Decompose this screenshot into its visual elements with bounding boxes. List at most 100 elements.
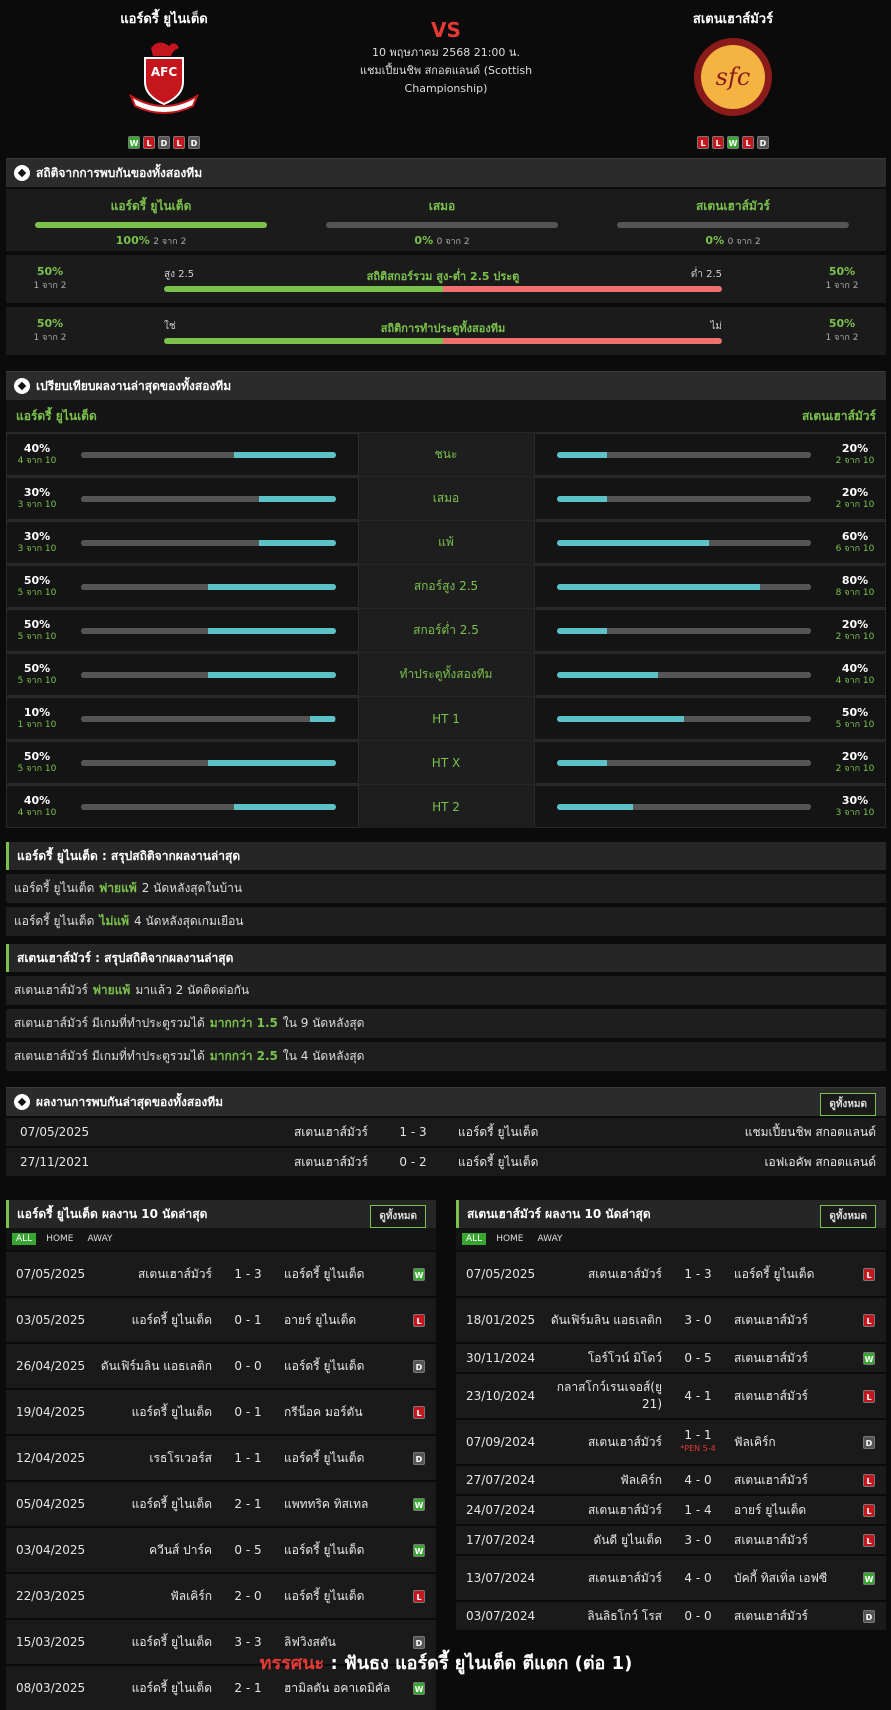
tab-home[interactable]: HOME	[496, 1234, 524, 1244]
match-home: ควีนส์ ปาร์ค	[149, 1542, 212, 1557]
match-row[interactable]: 19/04/2025 แอร์ดรี้ ยูไนเต็ด 0 - 1 กรีน็อค …	[6, 1390, 436, 1434]
summary-highlight: ไม่แพ้	[99, 914, 129, 928]
ou-bar-over	[164, 286, 443, 292]
result-cell: L	[854, 1533, 884, 1547]
match-row[interactable]: 07/05/2025 สเตนเฮาส์มัวร์ 1 - 3 แอร์ดรี้ ยู…	[456, 1252, 886, 1296]
form-badge: L	[143, 136, 155, 149]
compare-home-bar-fill	[310, 715, 336, 722]
summary-pre: สเตนเฮาส์มัวร์	[14, 983, 89, 997]
headtohead-row[interactable]: 07/05/2025 สเตนเฮาส์มัวร์ 1 - 3 แอร์ดรี้ ยู…	[6, 1118, 886, 1146]
match-date: 03/07/2024	[466, 1609, 536, 1623]
match-score: 3 - 0	[684, 1313, 712, 1327]
match-row[interactable]: 24/07/2024 สเตนเฮาส์มัวร์ 1 - 4 อายร์ ยูไนเ…	[456, 1496, 886, 1524]
compare-away-sub: 3 จาก 10	[835, 807, 875, 818]
result-badge: D	[413, 1451, 425, 1465]
tab-away[interactable]: AWAY	[537, 1234, 563, 1244]
match-row[interactable]: 03/07/2024 ลินลิธโกว์ โรส 0 - 0 สเตนเฮาส์มั…	[456, 1602, 886, 1630]
match-row[interactable]: 27/07/2024 ฟัลเคิร์ก 4 - 0 สเตนเฮาส์มัวร์ L	[456, 1466, 886, 1494]
form-badge: W	[727, 136, 739, 149]
compare-home-bar-rest	[81, 759, 209, 766]
home-last-rows: 07/05/2025 สเตนเฮาส์มัวร์ 1 - 3 แอร์ดรี้ ยู…	[6, 1252, 436, 1710]
away-last-title: สเตนเฮาส์มัวร์ ผลงาน 10 นัดล่าสุด ดูทั้ง…	[456, 1200, 886, 1228]
compare-away-sub: 5 จาก 10	[835, 719, 875, 730]
summary-highlight: มากกว่า 1.5	[209, 1016, 278, 1030]
compare-away-side: 20% 2 จาก 10	[533, 433, 886, 476]
match-away: อายร์ ยูไนเต็ด	[284, 1312, 357, 1327]
compare-away-bar	[556, 715, 811, 722]
summary-row: สเตนเฮาส์มัวร์ มีเกมที่ทำประตูรวมได้ มากก…	[6, 1042, 886, 1071]
match-score-cell: 3 - 0	[662, 1533, 734, 1547]
tab-away[interactable]: AWAY	[87, 1234, 113, 1244]
compare-home-bar-rest	[81, 539, 260, 546]
match-competition: แชมเปี้ยนชิพ สกอตแลนด์ (Scottish Champio…	[359, 64, 533, 95]
match-score: 2 - 1	[234, 1681, 262, 1695]
tab-home[interactable]: HOME	[46, 1234, 74, 1244]
view-all-button[interactable]: ดูทั้งหมด	[820, 1093, 876, 1116]
result-badge: W	[863, 1351, 875, 1365]
match-date: 30/11/2024	[466, 1351, 536, 1365]
match-date: 03/05/2025	[16, 1313, 86, 1327]
result-badge: D	[413, 1359, 425, 1373]
match-home: ฟัลเคิร์ก	[170, 1588, 212, 1603]
tab-all[interactable]: ALL	[12, 1233, 37, 1245]
compare-home-side: 40% 4 จาก 10	[6, 433, 359, 476]
match-score: 0 - 0	[234, 1359, 262, 1373]
compare-away-bar-rest	[607, 451, 811, 458]
ou-title: สถิติสกอร์รวม สูง-ต่ำ 2.5 ประตู	[366, 270, 520, 283]
compare-row: 30% 3 จาก 10 แพ้ 60% 6 จาก 10	[6, 520, 886, 564]
match-row[interactable]: 17/07/2024 ดันดี ยูไนเต็ด 3 - 0 สเตนเฮาส์มั…	[456, 1526, 886, 1554]
away-team[interactable]: สเตนเฮาส์มัวร์ sfc L L W L D	[633, 8, 833, 149]
compare-away-side: 20% 2 จาก 10	[533, 741, 886, 784]
headtohead-row[interactable]: 27/11/2021 สเตนเฮาส์มัวร์ 0 - 2 แอร์ดรี้ ยู…	[6, 1148, 886, 1176]
match-row[interactable]: 30/11/2024 โอร์โวน์ มิโดว์ 0 - 5 สเตนเฮาส์ม…	[456, 1344, 886, 1372]
compare-home-bar	[81, 715, 336, 722]
match-score-cell: 1 - 1	[212, 1451, 284, 1465]
match-score: 0 - 5	[234, 1543, 262, 1557]
home-team-name: แอร์ดรี้ ยูไนเต็ด	[120, 12, 208, 27]
compare-home-bar	[81, 627, 336, 634]
view-all-button[interactable]: ดูทั้งหมด	[820, 1205, 876, 1228]
match-row[interactable]: 15/03/2025 แอร์ดรี้ ยูไนเต็ด 3 - 3 ลิฟวิงสต…	[6, 1620, 436, 1664]
compare-row: 40% 4 จาก 10 ชนะ 20% 2 จาก 10	[6, 432, 886, 476]
h2h-pct: 0%	[414, 234, 434, 247]
summary-post: ใน 4 นัดหลังสุด	[282, 1049, 365, 1063]
match-row[interactable]: 18/01/2025 ดันเฟิร์มลิน แอธเลติก 3 - 0 สเตน…	[456, 1298, 886, 1342]
summary-home-rows: แอร์ดรี้ ยูไนเต็ด พ่ายแพ้ 2 นัดหลังสุดในบ้…	[6, 874, 886, 936]
btts-bar	[164, 338, 722, 344]
btts-right-label: ไม่	[710, 321, 722, 332]
match-row[interactable]: 13/07/2024 สเตนเฮาส์มัวร์ 4 - 0 บัคกี้ ทิสเ…	[456, 1556, 886, 1600]
match-score-cell: 2 - 1	[212, 1681, 284, 1695]
compare-home-pct: 10%	[23, 705, 51, 719]
home-logo-text: AFC	[151, 65, 177, 79]
compare-home-bar-rest	[81, 583, 209, 590]
match-row[interactable]: 05/04/2025 แอร์ดรี้ ยูไนเต็ด 2 - 1 แพททริค …	[6, 1482, 436, 1526]
compare-away-bar-fill	[556, 583, 761, 590]
view-all-button[interactable]: ดูทั้งหมด	[370, 1205, 426, 1228]
match-row[interactable]: 12/04/2025 เรธโรเวอร์ส 1 - 1 แอร์ดรี้ ยูไนเ…	[6, 1436, 436, 1480]
match-center: VS 10 พฤษภาคม 2568 21:00 น. แชมเปี้ยนชิพ…	[346, 18, 546, 98]
summary-pre: แอร์ดรี้ ยูไนเต็ด	[14, 914, 95, 928]
match-score: 0 - 1	[234, 1405, 262, 1419]
match-row[interactable]: 22/03/2025 ฟัลเคิร์ก 2 - 0 แอร์ดรี้ ยูไนเต็…	[6, 1574, 436, 1618]
match-row[interactable]: 23/10/2024 กลาสโกว์เรนเจอส์(ยู 21) 4 - 1 สเ…	[456, 1374, 886, 1418]
result-badge: W	[413, 1497, 425, 1511]
match-date: 27/11/2021	[20, 1155, 90, 1169]
compare-home-side: 10% 1 จาก 10	[6, 697, 359, 740]
result-cell: L	[854, 1473, 884, 1487]
match-score: 4 - 0	[684, 1473, 712, 1487]
compare-away-sub: 2 จาก 10	[835, 763, 875, 774]
compare-away-value: 20% 2 จาก 10	[825, 618, 885, 644]
match-row[interactable]: 07/05/2025 สเตนเฮาส์มัวร์ 1 - 3 แอร์ดรี้ ยู…	[6, 1252, 436, 1296]
compare-away-bar-rest	[607, 759, 811, 766]
match-row[interactable]: 26/04/2025 ดันเฟิร์มลิน แอธเลติก 0 - 0 แอร์…	[6, 1344, 436, 1388]
match-row[interactable]: 03/05/2025 แอร์ดรี้ ยูไนเต็ด 0 - 1 อายร์ ยู…	[6, 1298, 436, 1342]
compare-away-side: 40% 4 จาก 10	[533, 653, 886, 696]
result-badge: L	[413, 1313, 425, 1327]
match-row[interactable]: 03/04/2025 ควีนส์ ปาร์ค 0 - 5 แอร์ดรี้ ยูไน…	[6, 1528, 436, 1572]
match-row[interactable]: 07/09/2024 สเตนเฮาส์มัวร์ 1 - 1 *PEN 5-4 ฟัล…	[456, 1420, 886, 1464]
verdict: ทรรศนะ : ฟันธง แอร์ดรี้ ยูไนเต็ด ตีแตก (…	[6, 1648, 886, 1677]
compare-home-sub: 5 จาก 10	[17, 631, 57, 642]
tab-all[interactable]: ALL	[462, 1233, 487, 1245]
form-badge: D	[757, 136, 769, 149]
home-team[interactable]: แอร์ดรี้ ยูไนเต็ด AFC W L D L D	[64, 8, 264, 149]
